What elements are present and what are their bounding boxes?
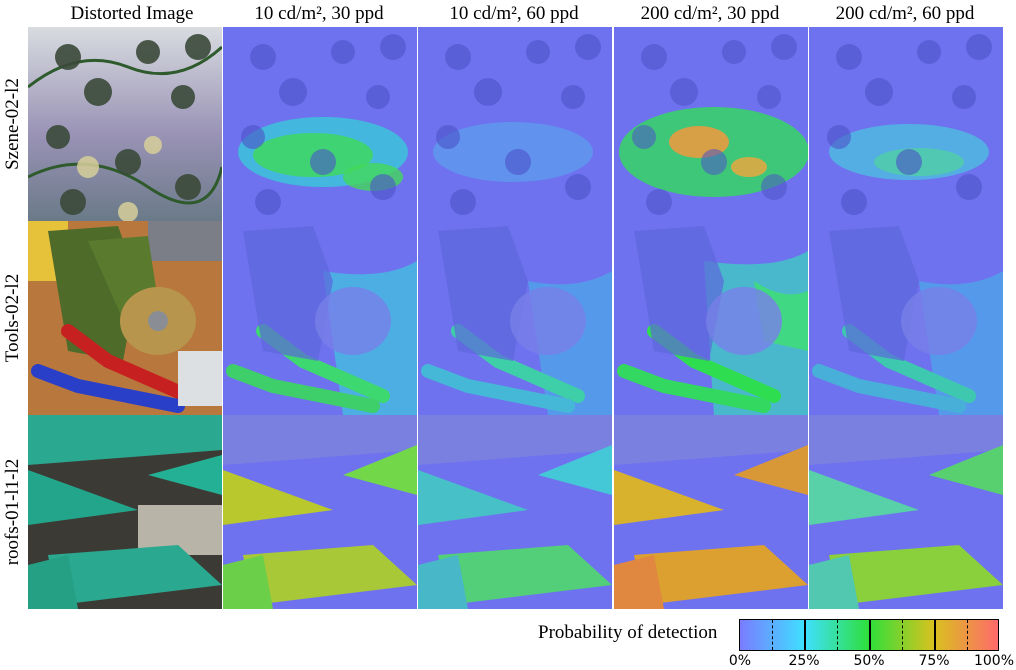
tick-label-25: 25% (788, 653, 820, 669)
heatmap-tools-10cd-60ppd (418, 221, 612, 415)
heatmap-roofs-10cd-60ppd (418, 415, 612, 609)
heatmap-szene-10cd-30ppd (223, 27, 417, 221)
heatmap-roofs-200cd-60ppd (809, 415, 1003, 609)
tick-label-0: 0% (728, 653, 752, 669)
image-roofs-distorted (28, 415, 222, 609)
row-label-roofs: roofs-01-l1-l2 (2, 458, 23, 566)
header-10cd-30ppd: 10 cd/m², 30 ppd (254, 3, 384, 24)
heatmap-roofs-10cd-30ppd (223, 415, 417, 609)
tick-label-100: 100% (973, 653, 1015, 669)
tick-label-75: 75% (918, 653, 950, 669)
row-label-tools: Tools-02-l2 (2, 273, 23, 363)
heatmap-tools-200cd-60ppd (809, 221, 1003, 415)
heatmap-szene-200cd-30ppd (614, 27, 808, 221)
row-label-szene: Szene-02-l2 (2, 78, 23, 170)
header-200cd-30ppd: 200 cd/m², 30 ppd (640, 3, 780, 24)
probability-colorbar (739, 619, 999, 651)
tick-label-50: 50% (853, 653, 885, 669)
header-200cd-60ppd: 200 cd/m², 60 ppd (835, 3, 975, 24)
legend-title: Probability of detection (538, 622, 718, 643)
heatmap-szene-10cd-60ppd (418, 27, 612, 221)
heatmap-tools-200cd-30ppd (614, 221, 808, 415)
heatmap-tools-10cd-30ppd (223, 221, 417, 415)
heatmap-roofs-200cd-30ppd (614, 415, 808, 609)
image-szene-distorted (28, 27, 222, 221)
header-10cd-60ppd: 10 cd/m², 60 ppd (449, 3, 579, 24)
image-tools-distorted (28, 221, 222, 415)
heatmap-szene-200cd-60ppd (809, 27, 1003, 221)
header-distorted-image: Distorted Image (70, 3, 194, 24)
